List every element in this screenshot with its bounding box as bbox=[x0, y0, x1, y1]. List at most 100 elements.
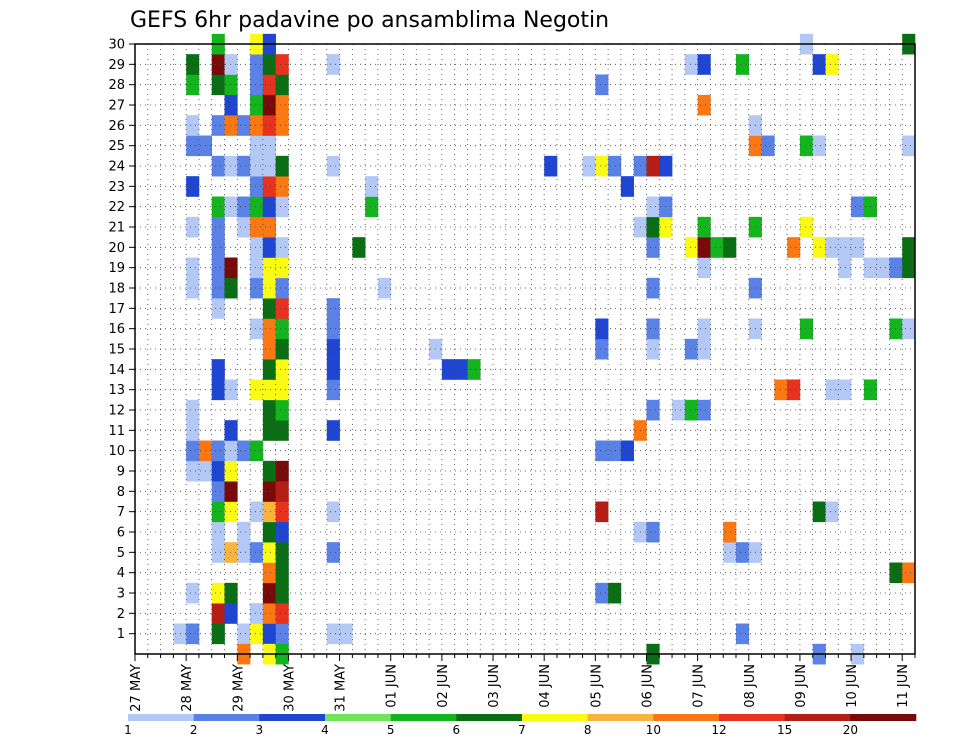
precip-cell bbox=[250, 54, 264, 75]
precip-cell bbox=[237, 623, 251, 645]
precip-cell bbox=[262, 420, 276, 441]
precip-cell bbox=[275, 521, 289, 543]
precip-cell bbox=[250, 318, 264, 340]
precip-cell bbox=[250, 196, 264, 218]
precip-cell bbox=[697, 399, 711, 421]
precip-cell bbox=[710, 237, 724, 258]
colorbar-label: 1 bbox=[124, 723, 132, 737]
precip-cell bbox=[250, 135, 264, 157]
precip-cell bbox=[250, 115, 264, 136]
precip-cell bbox=[326, 155, 340, 177]
precip-cell bbox=[646, 216, 660, 238]
x-tick-label: 07 JUN bbox=[692, 664, 707, 708]
colorbar-swatch bbox=[522, 714, 588, 721]
precip-cell bbox=[262, 176, 276, 197]
precip-cell bbox=[275, 318, 289, 340]
precip-cell bbox=[902, 257, 916, 279]
y-tick-label: 20 bbox=[108, 241, 125, 256]
precip-cell bbox=[224, 257, 238, 279]
precip-cell bbox=[250, 257, 264, 279]
x-tick-label: 02 JUN bbox=[436, 664, 451, 708]
precip-cell bbox=[851, 196, 865, 218]
precip-cell bbox=[275, 603, 289, 624]
x-tick-label: 10 JUN bbox=[845, 664, 860, 708]
x-tick-label: 09 JUN bbox=[794, 664, 809, 708]
colorbar-swatch bbox=[587, 714, 654, 721]
precip-cell bbox=[646, 399, 660, 421]
precip-cell bbox=[211, 440, 225, 462]
precip-cell bbox=[211, 623, 225, 645]
precip-cell bbox=[646, 196, 660, 218]
colorbar-label: 8 bbox=[584, 723, 592, 737]
precip-cell bbox=[672, 399, 686, 421]
y-axis: 1234567891011121314151617181920212223242… bbox=[108, 38, 135, 642]
precip-cell bbox=[326, 298, 340, 319]
precip-cell bbox=[186, 74, 200, 96]
precip-cell bbox=[186, 460, 200, 482]
precip-cell bbox=[237, 115, 251, 136]
precip-cell bbox=[684, 54, 698, 75]
precip-cell bbox=[250, 237, 264, 258]
precip-cell bbox=[211, 54, 225, 75]
precip-cell bbox=[224, 94, 238, 116]
precip-cell bbox=[262, 379, 276, 401]
precip-cell bbox=[620, 440, 634, 462]
precip-cell bbox=[352, 237, 366, 258]
precip-cell bbox=[262, 155, 276, 177]
precip-cell bbox=[595, 318, 609, 340]
y-tick-label: 7 bbox=[117, 505, 125, 520]
x-tick-label: 28 MAY bbox=[180, 664, 195, 712]
precip-cell bbox=[812, 135, 826, 157]
precip-cell bbox=[262, 623, 276, 645]
x-tick-label: 30 MAY bbox=[282, 664, 297, 712]
precip-cell bbox=[902, 562, 916, 584]
colorbar-label: 12 bbox=[711, 723, 726, 737]
precip-cell bbox=[608, 440, 622, 462]
precip-cell bbox=[262, 501, 276, 523]
precip-cell bbox=[211, 501, 225, 523]
precip-cell bbox=[262, 54, 276, 75]
colorbar-label: 20 bbox=[843, 723, 858, 737]
x-tick-label: 08 JUN bbox=[743, 664, 758, 708]
precip-cell bbox=[697, 318, 711, 340]
precip-cell bbox=[186, 216, 200, 238]
precip-cell bbox=[326, 338, 340, 360]
x-tick-label: 04 JUN bbox=[538, 664, 553, 708]
precip-cell bbox=[186, 115, 200, 136]
y-tick-label: 16 bbox=[108, 322, 125, 337]
y-tick-label: 25 bbox=[108, 139, 125, 154]
precip-cell bbox=[275, 379, 289, 401]
precip-cell bbox=[646, 521, 660, 543]
colorbar-swatch bbox=[719, 714, 785, 721]
y-tick-label: 29 bbox=[108, 58, 125, 73]
precip-cell bbox=[211, 298, 225, 319]
precip-cell bbox=[275, 94, 289, 116]
precip-cell bbox=[684, 399, 698, 421]
precip-cell bbox=[697, 257, 711, 279]
precip-cell bbox=[262, 359, 276, 380]
precip-cell bbox=[326, 623, 340, 645]
precip-cell bbox=[211, 603, 225, 624]
precip-cell bbox=[262, 521, 276, 543]
precip-cell bbox=[582, 155, 596, 177]
y-tick-label: 22 bbox=[108, 200, 125, 215]
precip-cell bbox=[224, 460, 238, 482]
colorbar-label: 10 bbox=[646, 723, 661, 737]
colorbar-label: 15 bbox=[777, 723, 792, 737]
precip-cell bbox=[275, 277, 289, 299]
precip-cell bbox=[275, 399, 289, 421]
x-axis: 27 MAY 28 MAY 29 MAY 30 MAY 31 MAY 01 JUN 02 J… bbox=[129, 654, 916, 712]
precip-cell bbox=[902, 135, 916, 157]
precip-cell bbox=[608, 582, 622, 604]
precip-cell bbox=[275, 623, 289, 645]
y-tick-label: 10 bbox=[108, 444, 125, 459]
precip-cell bbox=[454, 359, 468, 380]
precip-cell bbox=[224, 379, 238, 401]
precip-cell bbox=[237, 521, 251, 543]
precip-cell bbox=[211, 257, 225, 279]
precip-cell bbox=[787, 237, 801, 258]
precip-cell bbox=[275, 298, 289, 319]
x-tick-label: 06 JUN bbox=[641, 664, 656, 708]
precip-cell bbox=[250, 603, 264, 624]
precip-cell bbox=[275, 257, 289, 279]
